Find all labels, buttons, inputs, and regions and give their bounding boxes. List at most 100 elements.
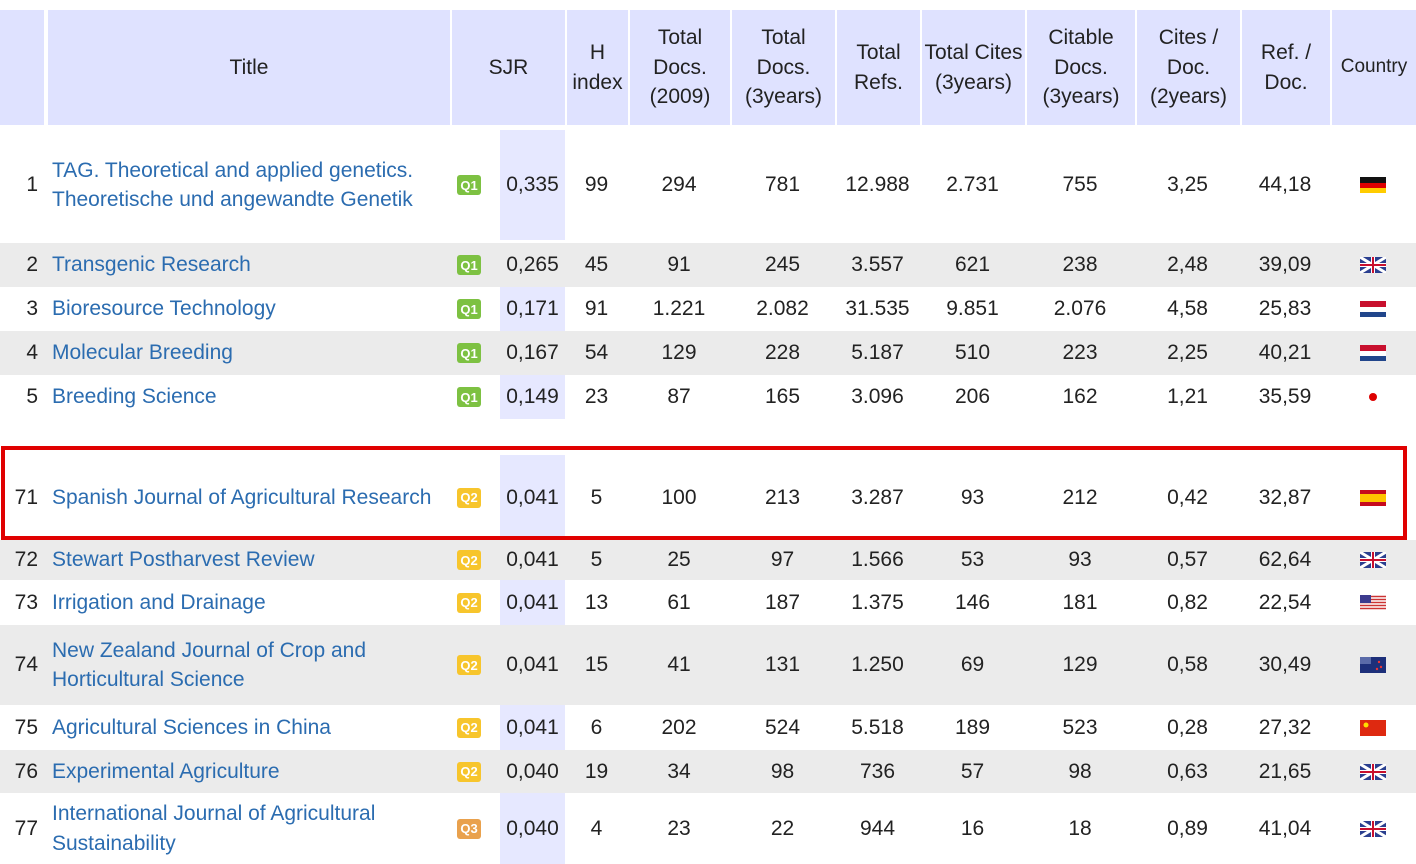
cell-value: 23 bbox=[584, 385, 609, 409]
table-row bbox=[0, 580, 1416, 625]
cell-value: 3.096 bbox=[851, 385, 904, 409]
cell-value: 18 bbox=[1068, 816, 1092, 840]
cell-value: 35,59 bbox=[1258, 385, 1312, 409]
cell-value: 0,58 bbox=[1167, 653, 1208, 677]
cell-value: 1.375 bbox=[851, 590, 904, 614]
country-flag bbox=[1330, 625, 1416, 705]
quartile-badge: Q2 bbox=[457, 717, 481, 738]
cell-value: 25,83 bbox=[1258, 297, 1312, 321]
cell-value: 31.535 bbox=[845, 297, 910, 321]
journal-title: Irrigation and Drainage bbox=[52, 590, 266, 614]
cell-value: 0,041 bbox=[506, 485, 559, 509]
cell-value: 131 bbox=[764, 653, 801, 677]
header-cell: Citable Docs. (3years) bbox=[1027, 10, 1135, 125]
cell-value: 3,25 bbox=[1167, 173, 1208, 197]
cell-value: 3.287 bbox=[851, 485, 904, 509]
journal-title: New Zealand Journal of Crop and Horticul… bbox=[52, 638, 367, 691]
cell-value: 524 bbox=[764, 715, 801, 739]
cell-value: 736 bbox=[859, 759, 896, 783]
cell-value: 206 bbox=[954, 385, 991, 409]
cell-value: 39,09 bbox=[1258, 253, 1312, 277]
cell-value: 1.250 bbox=[851, 653, 904, 677]
journal-title: Transgenic Research bbox=[52, 253, 251, 277]
header-cell bbox=[0, 10, 44, 125]
cell-value: 54 bbox=[584, 341, 609, 365]
table-row bbox=[0, 375, 1416, 419]
cell-value: 0,82 bbox=[1167, 590, 1208, 614]
rank: 74 bbox=[14, 653, 38, 677]
cell-value: 4 bbox=[590, 816, 603, 840]
rank: 5 bbox=[26, 385, 38, 409]
country-flag bbox=[1330, 793, 1416, 864]
flag-icon bbox=[1360, 257, 1386, 273]
cell-value: 1,21 bbox=[1167, 385, 1208, 409]
journal-title: Spanish Journal of Agricultural Research bbox=[52, 485, 432, 509]
flag-icon bbox=[1360, 820, 1386, 837]
journal-title: Agricultural Sciences in China bbox=[52, 715, 331, 739]
cell-value: 91 bbox=[584, 297, 609, 321]
cell-value: 93 bbox=[1068, 548, 1092, 572]
cell-value: 0,041 bbox=[506, 653, 559, 677]
cell-value: 0,265 bbox=[506, 253, 559, 277]
rank: 1 bbox=[26, 173, 38, 197]
table-row bbox=[0, 455, 1416, 540]
rank: 4 bbox=[26, 341, 38, 365]
cell-value: 223 bbox=[1062, 341, 1098, 365]
rank: 73 bbox=[14, 590, 38, 614]
cell-value: 13 bbox=[584, 590, 609, 614]
cell-value: 0,57 bbox=[1167, 548, 1208, 572]
cell-value: 621 bbox=[954, 253, 991, 277]
header-cell: SJR bbox=[452, 10, 565, 125]
flag-icon bbox=[1360, 489, 1386, 506]
country-flag bbox=[1330, 130, 1416, 240]
cell-value: 238 bbox=[1062, 253, 1098, 277]
cell-value: 213 bbox=[764, 485, 801, 509]
header-cell: Total Docs. (2009) bbox=[630, 10, 730, 125]
quartile-badge: Q1 bbox=[457, 343, 481, 363]
cell-value: 100 bbox=[661, 485, 697, 509]
sjr-cell-bg bbox=[500, 130, 565, 240]
cell-value: 755 bbox=[1062, 173, 1098, 197]
rank: 2 bbox=[26, 253, 38, 277]
cell-value: 41,04 bbox=[1258, 816, 1312, 840]
cell-value: 228 bbox=[764, 341, 801, 365]
cell-value: 22,54 bbox=[1258, 590, 1312, 614]
cell-value: 45 bbox=[584, 253, 609, 277]
country-flag bbox=[1330, 375, 1416, 419]
country-flag bbox=[1330, 540, 1416, 580]
cell-value: 0,335 bbox=[506, 173, 559, 197]
cell-value: 165 bbox=[764, 385, 801, 409]
table-row bbox=[0, 540, 1416, 580]
quartile-badge: Q2 bbox=[457, 487, 481, 508]
journal-title: TAG. Theoretical and applied genetics. T… bbox=[52, 158, 414, 211]
cell-value: 129 bbox=[661, 341, 697, 365]
cell-value: 0,28 bbox=[1167, 715, 1208, 739]
cell-value: 5.187 bbox=[851, 341, 904, 365]
cell-value: 0,041 bbox=[506, 715, 559, 739]
table-row bbox=[0, 625, 1416, 705]
cell-value: 0,040 bbox=[506, 759, 559, 783]
table-row bbox=[0, 750, 1416, 793]
sjr-cell-bg bbox=[500, 375, 565, 419]
cell-value: 245 bbox=[764, 253, 801, 277]
header-cell: H index bbox=[567, 10, 628, 125]
cell-value: 0,89 bbox=[1167, 816, 1208, 840]
cell-value: 62,64 bbox=[1258, 548, 1312, 572]
cell-value: 944 bbox=[859, 816, 896, 840]
cell-value: 16 bbox=[960, 816, 985, 840]
rank: 75 bbox=[14, 715, 38, 739]
cell-value: 2.082 bbox=[756, 297, 809, 321]
cell-value: 2,25 bbox=[1167, 341, 1208, 365]
cell-value: 1.566 bbox=[851, 548, 904, 572]
cell-value: 23 bbox=[667, 816, 691, 840]
header-cell: Country bbox=[1332, 10, 1416, 125]
journal-title: Molecular Breeding bbox=[52, 341, 233, 365]
header-cell: Total Cites (3years) bbox=[922, 10, 1025, 125]
quartile-badge: Q2 bbox=[457, 550, 481, 570]
cell-value: 5 bbox=[590, 548, 603, 572]
cell-value: 57 bbox=[960, 759, 985, 783]
quartile-badge: Q1 bbox=[457, 299, 481, 319]
journal-title: Experimental Agriculture bbox=[52, 759, 280, 783]
country-flag bbox=[1330, 287, 1416, 331]
cell-value: 0,041 bbox=[506, 548, 559, 572]
